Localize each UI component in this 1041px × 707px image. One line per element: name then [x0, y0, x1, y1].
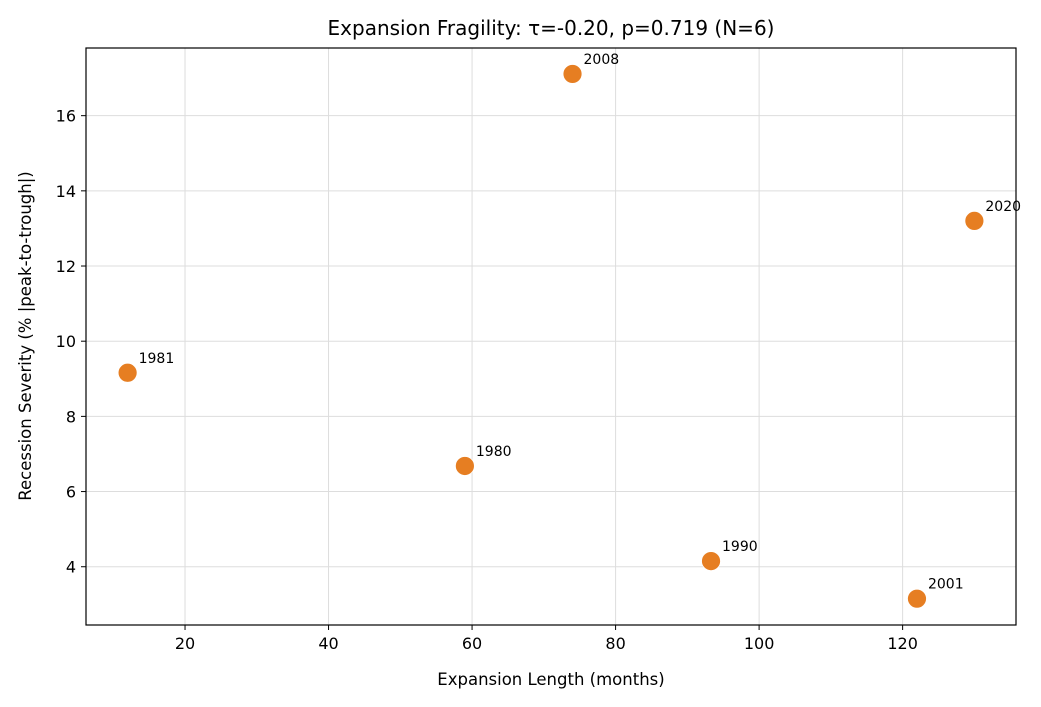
point-label-2001: 2001 [928, 577, 964, 593]
data-point-2001 [907, 588, 927, 609]
data-point-1981 [117, 362, 138, 383]
x-axis-label: Expansion Length (months) [437, 670, 664, 689]
y-tick-label: 12 [56, 257, 76, 276]
y-tick-label: 16 [56, 107, 76, 126]
data-point-1990 [701, 551, 721, 571]
point-label-1990: 1990 [722, 539, 758, 555]
y-tick-label: 6 [66, 483, 76, 502]
y-tick-label: 10 [56, 332, 76, 351]
x-tick-label: 120 [887, 634, 918, 653]
chart-title: Expansion Fragility: τ=-0.20, p=0.719 (N… [328, 16, 775, 40]
point-label-2020: 2020 [985, 199, 1021, 215]
x-tick-label: 40 [318, 634, 338, 653]
x-tick-label: 80 [605, 634, 625, 653]
x-tick-label: 20 [175, 634, 195, 653]
y-tick-label: 14 [56, 182, 76, 201]
x-tick-label: 60 [462, 634, 482, 653]
data-point-2020 [964, 211, 985, 231]
y-axis-label: Recession Severity (% |peak-to-trough|) [16, 171, 35, 500]
point-label-1981: 1981 [139, 351, 175, 367]
y-tick-label: 4 [66, 558, 76, 577]
point-label-2008: 2008 [584, 52, 620, 68]
data-point-1980 [454, 456, 475, 476]
plot-area-frame [85, 47, 1017, 626]
data-point-2008 [562, 64, 583, 84]
y-tick-label: 8 [66, 407, 76, 426]
point-label-1980: 1980 [476, 444, 512, 460]
x-tick-label: 100 [744, 634, 775, 653]
